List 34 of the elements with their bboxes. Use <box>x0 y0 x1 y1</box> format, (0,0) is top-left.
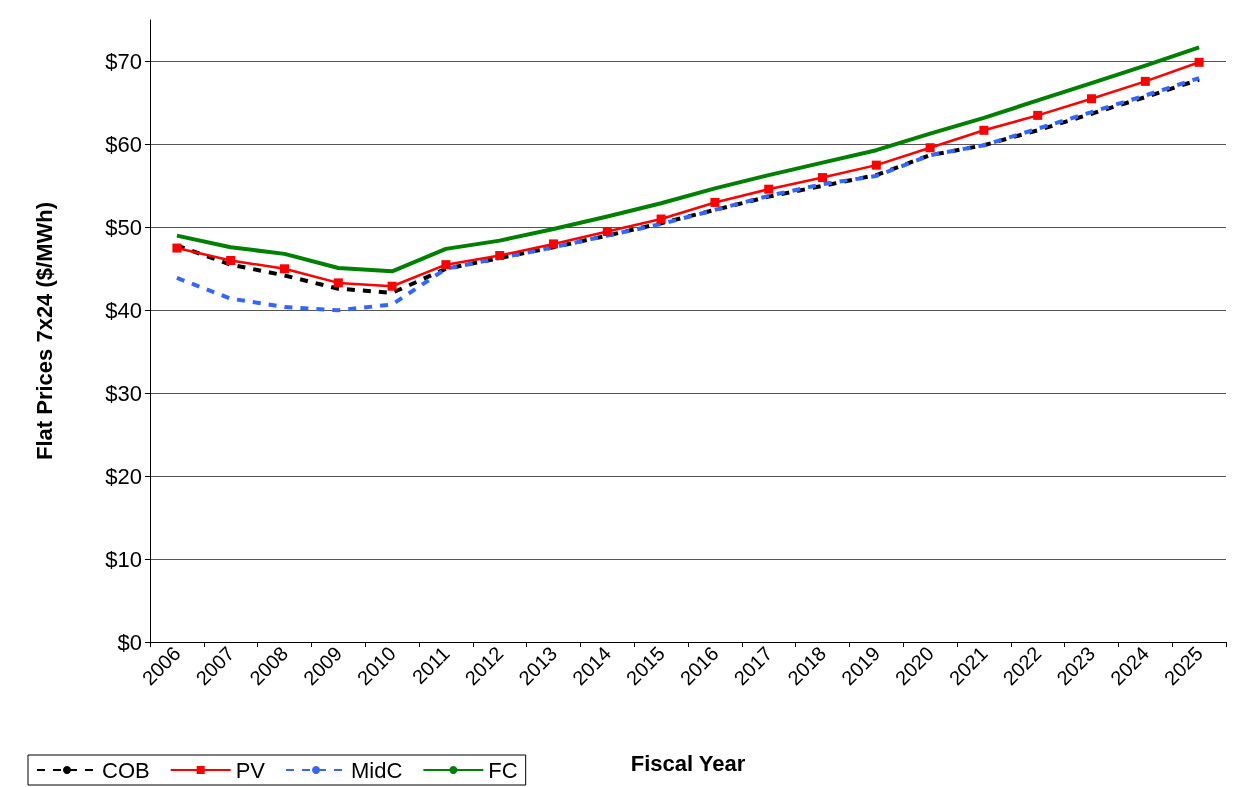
point <box>333 278 343 288</box>
y-tick-label: $20 <box>105 463 142 489</box>
point <box>1033 110 1043 120</box>
point <box>656 214 666 224</box>
legend-label: PV <box>235 757 266 783</box>
y-tick-label: $50 <box>105 214 142 240</box>
point <box>1140 76 1150 86</box>
point <box>979 125 989 135</box>
point <box>280 264 289 274</box>
y-tick-label: $30 <box>105 380 142 406</box>
y-tick-label: $40 <box>105 297 142 323</box>
x-axis-title: Fiscal Year <box>630 750 746 776</box>
point <box>441 260 451 270</box>
y-tick-label: $0 <box>117 629 142 655</box>
y-tick-label: $60 <box>105 131 142 157</box>
point <box>818 173 827 183</box>
point <box>549 239 558 249</box>
legend-label: FC <box>488 757 518 783</box>
y-tick-label: $70 <box>105 48 142 74</box>
y-tick-label: $10 <box>105 546 142 572</box>
point <box>764 184 774 194</box>
point <box>226 256 236 266</box>
legend-label: MidC <box>351 757 403 783</box>
point <box>871 160 881 170</box>
y-axis-title: Flat Prices 7x24 ($/MWh) <box>31 202 57 460</box>
point <box>495 251 505 261</box>
point <box>602 226 612 236</box>
point <box>1087 94 1096 104</box>
legend-label: COB <box>102 757 150 783</box>
point <box>925 143 935 153</box>
point <box>387 281 397 291</box>
point <box>1194 57 1204 67</box>
point <box>710 197 720 207</box>
point <box>172 243 182 253</box>
